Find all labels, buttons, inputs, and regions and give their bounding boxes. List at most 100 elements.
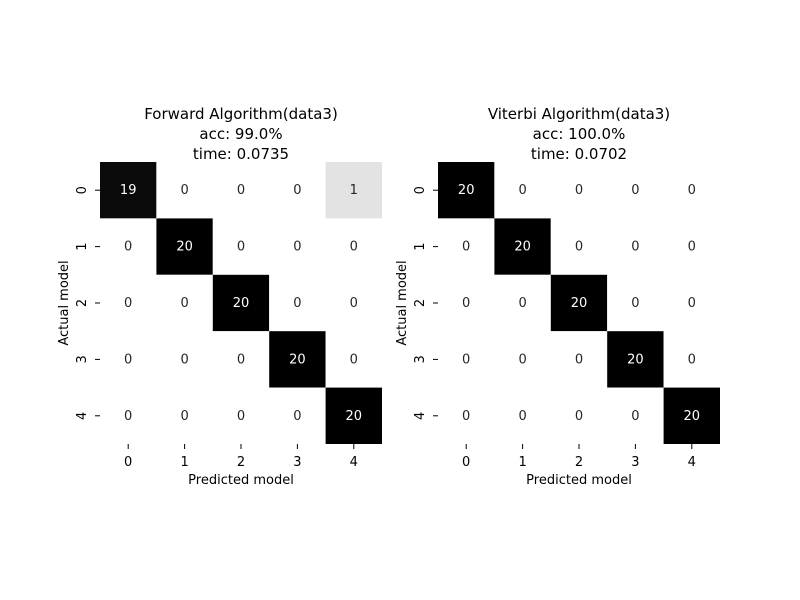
cell-value-label: 0	[688, 296, 696, 311]
heatmap-cell	[269, 331, 326, 388]
cell-value-label: 0	[180, 296, 188, 311]
x-tick-label: 2	[237, 455, 245, 470]
heatmap-cell	[325, 331, 382, 388]
heatmap-cell	[663, 274, 720, 332]
cell-value-label: 0	[180, 183, 188, 198]
heatmap-cell	[494, 387, 551, 444]
heatmap-cell	[494, 331, 551, 388]
cell-value-label: 0	[631, 240, 639, 255]
heatmap-cell	[212, 387, 270, 444]
heatmap-cell	[269, 387, 326, 444]
cell-value-label: 0	[293, 296, 301, 311]
heatmap-cell	[269, 162, 326, 219]
cell-value-label: 0	[237, 409, 245, 424]
heatmap-cell	[100, 274, 157, 332]
cell-value-label: 0	[518, 296, 526, 311]
cell-value-label: 0	[237, 352, 245, 367]
cell-value-label: 0	[462, 409, 470, 424]
heatmap-cell	[156, 218, 213, 275]
y-tick-label: 2	[75, 299, 90, 307]
x-tick-label: 1	[518, 455, 526, 470]
heatmap-cell	[494, 274, 551, 332]
y-axis-label: Actual model	[395, 260, 410, 345]
y-tick-label: 1	[413, 242, 428, 250]
cell-value-label: 0	[462, 296, 470, 311]
heatmap-cell	[494, 162, 551, 219]
heatmap-cell	[607, 274, 664, 332]
cell-value-label: 0	[462, 240, 470, 255]
cell-value-label: 1	[350, 183, 358, 198]
cell-value-label: 20	[176, 240, 193, 255]
heatmap-cell	[438, 331, 495, 388]
heatmap-cell	[663, 387, 720, 444]
x-tick-label: 3	[631, 455, 639, 470]
y-tick-label: 1	[75, 242, 90, 250]
cell-value-label: 0	[631, 296, 639, 311]
cell-value-label: 20	[289, 352, 306, 367]
y-tick-label: 0	[413, 186, 428, 194]
heatmap-cell	[156, 162, 213, 219]
heatmap-cell	[663, 218, 720, 275]
cell-value-label: 20	[684, 409, 701, 424]
heatmap-cell	[550, 274, 608, 332]
y-tick-label: 4	[413, 412, 428, 420]
cell-value-label: 0	[688, 183, 696, 198]
heatmap-cell	[100, 387, 157, 444]
heatmap-cell	[663, 162, 720, 219]
heatmap-panel-1: Viterbi Algorithm(data3) acc: 100.0% time:…	[395, 105, 720, 488]
heatmap-cell	[438, 218, 495, 275]
cell-value-label: 0	[350, 296, 358, 311]
chart-title-line: Forward Algorithm(data3)	[144, 105, 338, 123]
chart-title-line: acc: 99.0%	[199, 125, 282, 143]
heatmap-cell	[325, 387, 382, 444]
cell-value-label: 0	[462, 352, 470, 367]
x-axis-label: Predicted model	[526, 473, 632, 488]
heatmap-cell	[494, 218, 551, 275]
cell-value-label: 20	[233, 296, 250, 311]
heatmap-cell	[550, 387, 608, 444]
cell-value-label: 0	[124, 296, 132, 311]
cell-value-label: 0	[518, 183, 526, 198]
heatmap-cell	[325, 218, 382, 275]
x-tick-label: 4	[688, 455, 696, 470]
chart-title-line: acc: 100.0%	[533, 125, 626, 143]
heatmap-cell	[269, 274, 326, 332]
heatmap-cell	[607, 218, 664, 275]
cell-value-label: 20	[458, 183, 475, 198]
heatmap-cell	[438, 274, 495, 332]
y-tick-label: 0	[75, 186, 90, 194]
y-tick-label: 3	[75, 355, 90, 363]
cell-value-label: 0	[293, 183, 301, 198]
heatmap-cell	[100, 218, 157, 275]
y-axis-label: Actual model	[57, 260, 72, 345]
x-tick-label: 4	[350, 455, 358, 470]
cell-value-label: 0	[293, 409, 301, 424]
cell-value-label: 0	[575, 240, 583, 255]
chart-title-line: time: 0.0702	[531, 145, 627, 163]
cell-value-label: 0	[518, 409, 526, 424]
cell-value-label: 20	[346, 409, 363, 424]
x-tick-label: 0	[462, 455, 470, 470]
heatmap-cell	[550, 162, 608, 219]
heatmap-cell	[269, 218, 326, 275]
cell-value-label: 0	[688, 352, 696, 367]
cell-value-label: 0	[631, 409, 639, 424]
cell-value-label: 20	[571, 296, 588, 311]
x-tick-label: 0	[124, 455, 132, 470]
x-tick-label: 3	[293, 455, 301, 470]
chart-title-line: Viterbi Algorithm(data3)	[488, 105, 670, 123]
x-tick-label: 2	[575, 455, 583, 470]
heatmap-cell	[100, 162, 157, 219]
heatmap-cell	[212, 218, 270, 275]
chart-title-line: time: 0.0735	[193, 145, 289, 163]
y-tick-label: 3	[413, 355, 428, 363]
cell-value-label: 0	[350, 240, 358, 255]
x-tick-label: 1	[180, 455, 188, 470]
heatmap-cell	[156, 331, 213, 388]
heatmap-cell	[607, 387, 664, 444]
heatmap-cell	[325, 274, 382, 332]
heatmap-cell	[156, 387, 213, 444]
cell-value-label: 0	[575, 352, 583, 367]
heatmap-cell	[325, 162, 382, 219]
